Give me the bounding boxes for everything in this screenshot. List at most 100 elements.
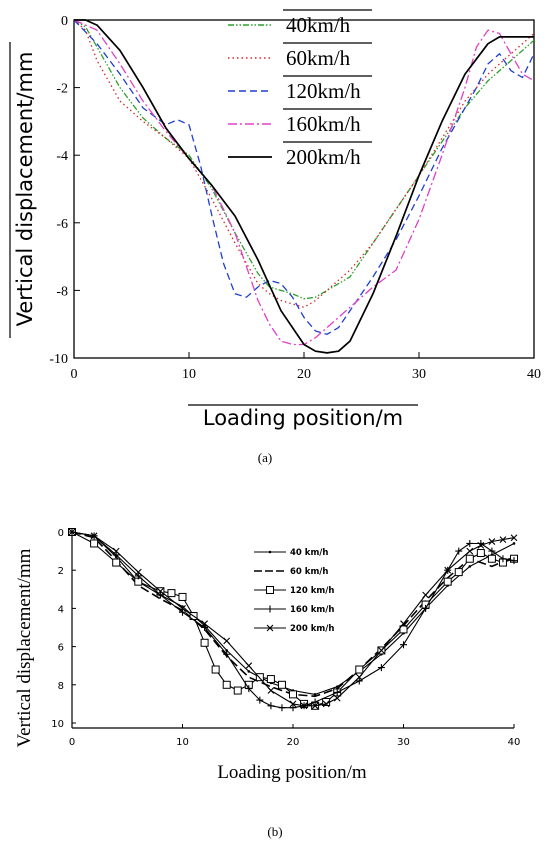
marker-160-km-h: [112, 551, 120, 559]
legend-label-a-160km-h: 160km/h: [286, 112, 361, 136]
marker-200-km-h: [311, 702, 319, 710]
legend-label-a-120km-h: 120km/h: [286, 79, 361, 103]
marker-200-km-h: [400, 620, 407, 628]
panel-b: 0 10 20 30 40 0 2 4 6 8 10 40 km/h 60 km/h 120 km/h 1…: [14, 528, 520, 839]
legend-label-b-160-km-h: 160 km/h: [290, 605, 334, 615]
series-lines-a: [73, 19, 535, 354]
x-tick-label-b: 0: [69, 737, 75, 748]
marker-200-km-h: [322, 700, 330, 708]
panel-b-caption: (b): [267, 824, 282, 839]
marker-160-km-h: [333, 688, 341, 696]
marker-120-km-h: [255, 673, 264, 682]
marker-200-km-h: [157, 587, 164, 595]
marker-legend-b-40-km-h: [268, 550, 272, 554]
y-tick-label-a: -6: [56, 217, 68, 232]
marker-200-km-h: [466, 547, 474, 555]
y-tick-label-a: -2: [56, 82, 68, 97]
marker-120-km-h: [178, 592, 187, 601]
x-tick-label-b: 30: [397, 737, 410, 748]
axis-ticks-b: 0 10 20 30 40 0 2 4 6 8 10: [51, 528, 520, 748]
series-line-a-40km-h: [73, 19, 535, 300]
marker-160-km-h: [256, 696, 264, 704]
marker-160-km-h: [455, 547, 463, 555]
marker-200-km-h: [90, 532, 98, 540]
y-tick-label-a: 0: [61, 14, 68, 29]
marker-120-km-h: [211, 665, 220, 674]
legend-label-b-200-km-h: 200 km/h: [290, 624, 334, 634]
legend-label-a-200km-h: 200km/h: [286, 145, 361, 169]
series-line-b-200-km-h: [71, 531, 515, 707]
legend-label-b-40-km-h: 40 km/h: [290, 548, 328, 558]
marker-legend-b-160-km-h: [266, 605, 274, 613]
y-tick-label-a: -8: [56, 284, 68, 299]
legend-label-a-40km-h: 40km/h: [286, 13, 351, 37]
y-tick-label-b: 8: [58, 681, 64, 692]
marker-120-km-h: [277, 680, 286, 689]
plot-frame-a: [73, 19, 535, 359]
marker-120-km-h: [289, 690, 297, 699]
x-axis-title-b: Loading position/m: [217, 762, 367, 783]
marker-40-km-h: [247, 670, 251, 673]
marker-40-km-h: [225, 649, 228, 652]
marker-120-km-h: [112, 558, 121, 567]
x-tick-label-a: 20: [297, 367, 311, 382]
marker-200-km-h: [68, 528, 76, 536]
marker-120-km-h: [487, 554, 496, 563]
marker-120-km-h: [476, 549, 485, 558]
marker-120-km-h: [90, 539, 99, 548]
marker-legend-b-200-km-h: [266, 624, 274, 632]
series-line-a-200km-h: [74, 19, 534, 354]
marker-120-km-h: [355, 665, 364, 674]
x-axis-title-a: Loading position/m: [203, 406, 403, 430]
panel-a: 0 10 20 30 40 0 -2 -4 -6 -8 -10 40km/h 60km/h 120km/…: [9, 9, 541, 465]
marker-200-km-h: [510, 534, 518, 542]
marker-200-km-h: [499, 536, 507, 544]
marker-160-km-h: [289, 704, 297, 712]
marker-120-km-h: [454, 568, 463, 577]
series-line-b-160-km-h: [71, 531, 515, 709]
marker-200-km-h: [179, 605, 186, 612]
marker-40-km-h: [468, 565, 472, 568]
legend-b: 40 km/h 60 km/h 120 km/h 160 km/h 200 km/h: [254, 548, 334, 634]
y-tick-label-b: 4: [58, 604, 64, 615]
marker-200-km-h: [300, 702, 308, 710]
marker-legend-b-120-km-h: [266, 586, 274, 594]
x-tick-label-a: 10: [182, 367, 196, 382]
marker-200-km-h: [245, 662, 253, 670]
marker-200-km-h: [333, 694, 341, 702]
legend-label-b-120-km-h: 120 km/h: [290, 586, 334, 596]
marker-120-km-h: [465, 554, 474, 563]
x-tick-label-b: 10: [176, 737, 189, 748]
marker-160-km-h: [179, 608, 186, 616]
marker-160-km-h: [223, 650, 231, 658]
marker-120-km-h: [399, 625, 408, 634]
marker-120-km-h: [443, 577, 452, 586]
marker-120-km-h: [233, 686, 242, 695]
marker-200-km-h: [289, 700, 297, 708]
y-tick-label-b: 0: [58, 528, 64, 539]
marker-200-km-h: [422, 591, 429, 599]
marker-160-km-h: [488, 547, 496, 555]
marker-120-km-h: [266, 675, 275, 684]
marker-160-km-h: [400, 641, 407, 649]
panel-a-caption: (a): [258, 450, 272, 465]
marker-160-km-h: [466, 539, 474, 547]
marker-200-km-h: [201, 620, 208, 628]
marker-200-km-h: [355, 673, 363, 681]
marker-160-km-h: [278, 704, 286, 712]
legend-label-a-60km-h: 60km/h: [286, 46, 351, 70]
x-tick-label-b: 40: [508, 737, 521, 748]
marker-160-km-h: [422, 604, 430, 612]
marker-120-km-h: [222, 680, 231, 689]
marker-200-km-h: [223, 637, 231, 645]
y-axis-title-b: Vertical displacement/mm: [14, 548, 35, 747]
marker-160-km-h: [156, 591, 164, 599]
x-tick-label-a: 0: [71, 367, 78, 382]
series-line-a-160km-h: [73, 19, 535, 346]
marker-40-km-h: [313, 693, 317, 696]
marker-120-km-h: [167, 589, 176, 598]
series-line-a-120km-h: [73, 19, 535, 335]
marker-200-km-h: [378, 647, 385, 654]
marker-40-km-h: [512, 542, 516, 545]
